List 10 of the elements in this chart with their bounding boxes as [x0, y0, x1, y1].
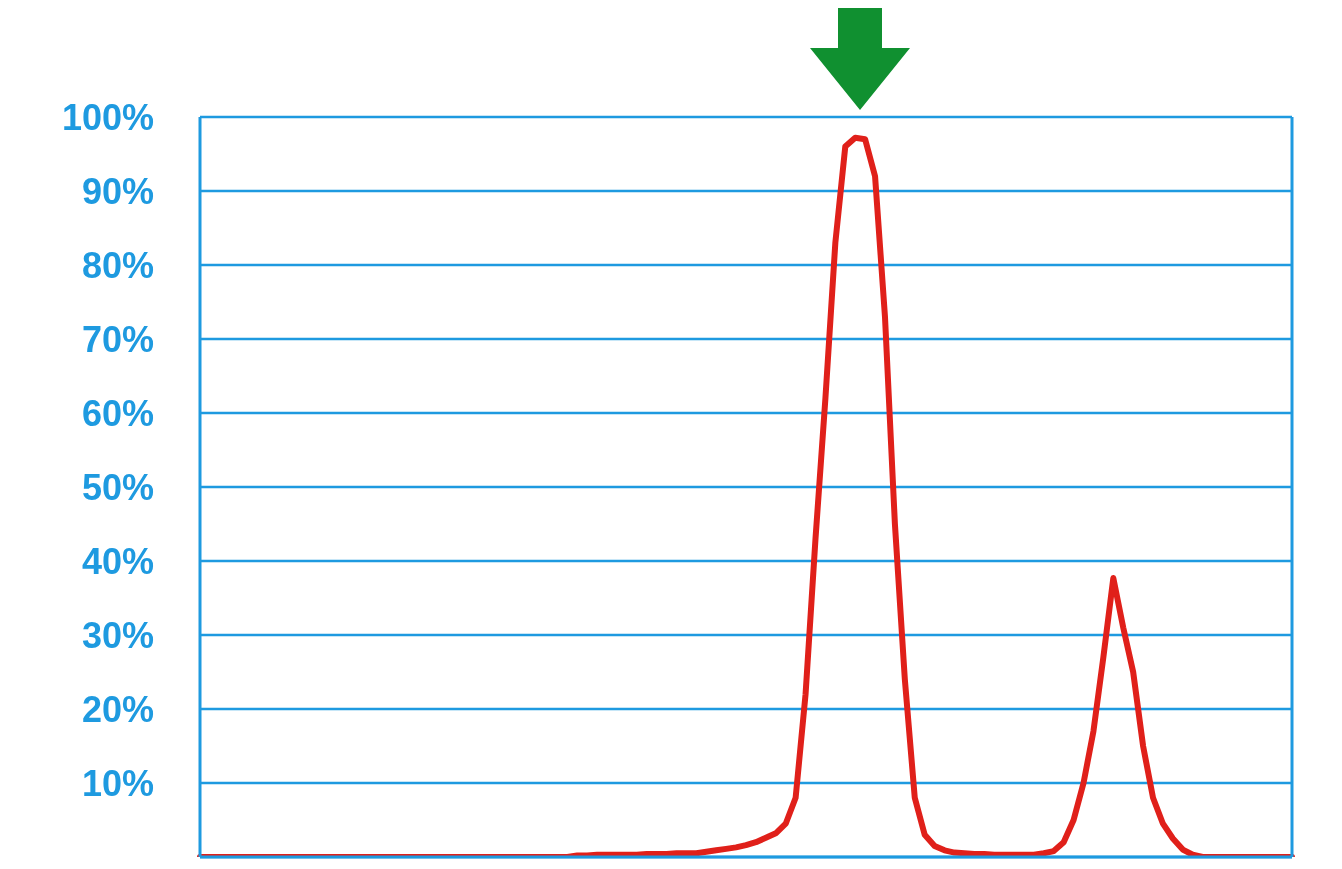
- y-tick-label: 30%: [81, 614, 154, 656]
- y-tick-label: 100%: [61, 96, 154, 138]
- y-tick-label: 80%: [81, 244, 154, 286]
- y-tick-label: 40%: [81, 540, 154, 582]
- y-tick-label: 50%: [81, 466, 154, 508]
- y-tick-label: 10%: [81, 762, 154, 804]
- y-tick-label: 90%: [81, 170, 154, 212]
- y-tick-label: 20%: [81, 688, 154, 730]
- y-tick-label: 70%: [81, 318, 154, 360]
- y-tick-label: 60%: [81, 392, 154, 434]
